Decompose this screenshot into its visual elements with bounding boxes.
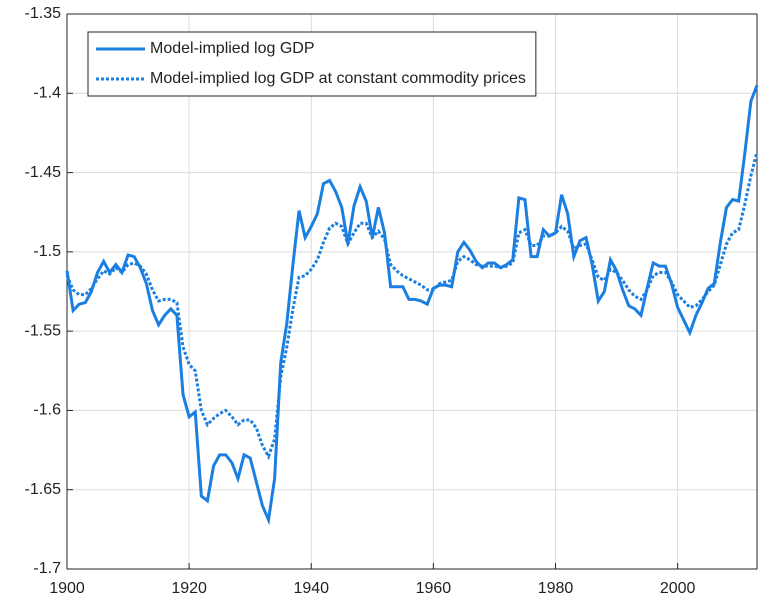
x-tick-label: 1960 xyxy=(416,580,452,597)
y-tick-label: -1.6 xyxy=(33,402,61,419)
legend-box xyxy=(87,31,537,97)
legend-label: Model-implied log GDP at constant commod… xyxy=(150,70,526,87)
legend: Model-implied log GDP Model-implied log G… xyxy=(87,31,537,97)
y-tick-label: -1.45 xyxy=(25,164,62,181)
y-tick-label: -1.5 xyxy=(33,243,61,260)
series-line xyxy=(65,151,759,461)
y-tick-label: -1.7 xyxy=(33,560,61,577)
series-line xyxy=(65,84,759,526)
y-tick-label: -1.55 xyxy=(25,322,62,339)
x-tick-label: 1900 xyxy=(49,580,85,597)
y-tick-label: -1.4 xyxy=(33,85,61,102)
x-tick-label: 1920 xyxy=(171,580,207,597)
x-tick-label: 1940 xyxy=(293,580,329,597)
y-tick-label: -1.65 xyxy=(25,481,62,498)
plot-area xyxy=(67,14,757,569)
x-tick-label: 1980 xyxy=(538,580,574,597)
y-tick-label: -1.35 xyxy=(25,5,62,22)
x-tick-label: 2000 xyxy=(660,580,696,597)
legend-label: Model-implied log GDP xyxy=(150,40,315,57)
axes-box xyxy=(66,13,758,570)
